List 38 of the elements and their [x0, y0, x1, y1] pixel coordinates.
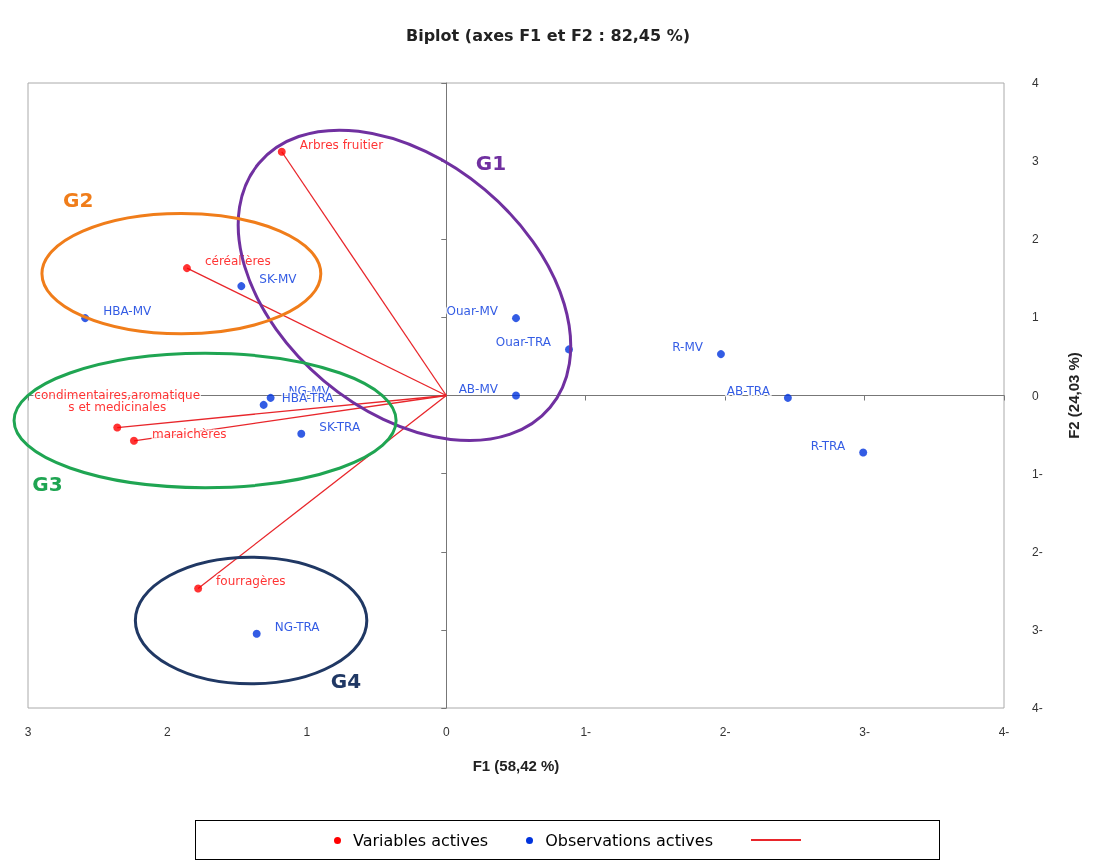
- y-tick-label: 3-: [1032, 622, 1043, 637]
- data-label: R-TRA: [810, 438, 846, 453]
- x-tick-label: 1: [303, 725, 311, 739]
- data-label: R-MV: [672, 340, 704, 355]
- x-tick-label: 3-: [859, 725, 870, 739]
- legend-label: Variables actives: [353, 830, 489, 850]
- y-tick-label: 4-: [1032, 701, 1043, 715]
- data-label: Arbres fruitier: [299, 137, 384, 152]
- x-tick-label: 2-: [719, 725, 731, 739]
- data-label: SK-TRA: [319, 419, 361, 434]
- chart-title: Biplot (axes F1 et F2 : 82,45 %): [405, 25, 691, 45]
- y-tick-label: 0: [1032, 388, 1039, 403]
- y-tick-label: 1: [1032, 310, 1039, 325]
- data-label: Ouar-MV: [446, 304, 499, 319]
- y-tick-label: 2-: [1032, 544, 1043, 559]
- legend-label: Observations actives: [545, 830, 713, 850]
- data-label: fourragères: [216, 574, 286, 589]
- data-label: HBA-MV: [103, 304, 153, 319]
- y-tick-label: 4: [1032, 76, 1039, 90]
- x-tick-label: 2: [164, 725, 172, 739]
- y-axis-title: F2 (24,03 %): [1065, 352, 1082, 439]
- annotation: G3: [32, 471, 63, 496]
- y-tick-label: 3: [1032, 154, 1039, 169]
- data-label: AB-MV: [458, 381, 499, 396]
- x-tick-label: 0: [442, 725, 450, 739]
- annotation: G4: [330, 668, 362, 693]
- x-tick-label: 3: [24, 725, 32, 739]
- data-label: SK-MV: [259, 272, 298, 287]
- annotation: G1: [475, 151, 507, 176]
- annotation: G2: [63, 188, 94, 213]
- x-tick-label: 1-: [580, 725, 592, 739]
- x-axis-title: F1 (58,42 %): [472, 757, 560, 774]
- data-label: NG-TRA: [274, 619, 321, 634]
- y-tick-label: 2: [1032, 232, 1039, 247]
- y-tick-label: 1-: [1032, 466, 1043, 481]
- data-label: Ouar-TRA: [495, 335, 552, 350]
- data-label: AB-TRA: [726, 383, 771, 398]
- x-tick-label: 4-: [998, 725, 1010, 739]
